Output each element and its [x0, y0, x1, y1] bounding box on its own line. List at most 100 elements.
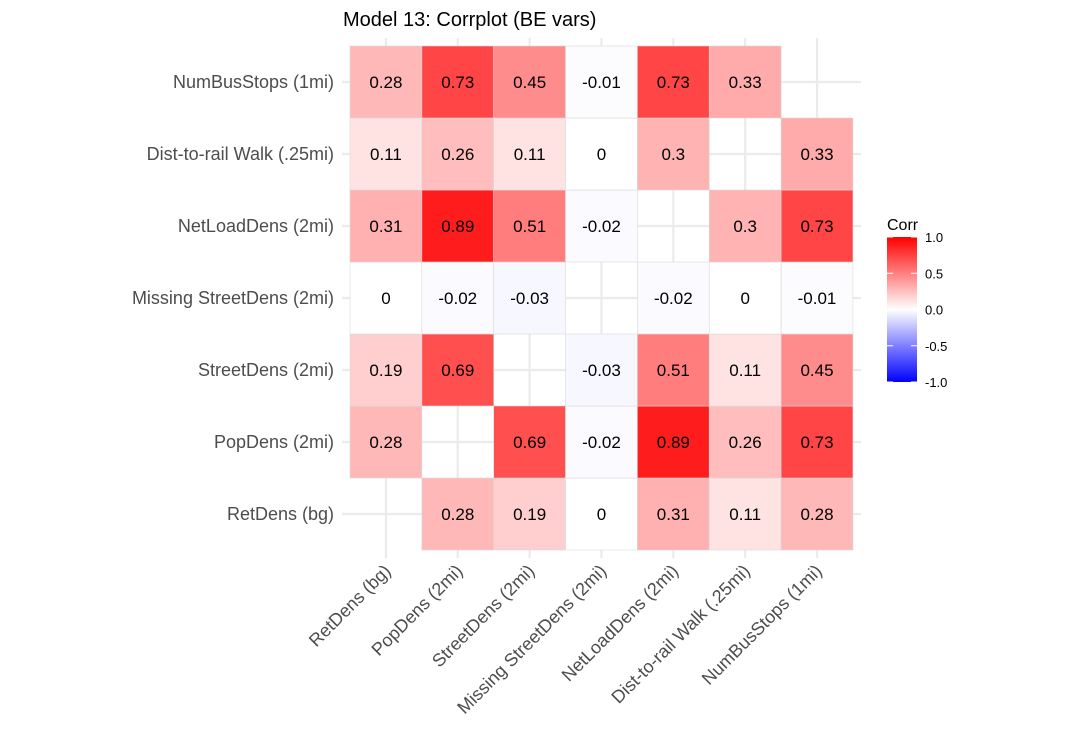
- cell-value-label: 0.3: [733, 217, 757, 236]
- cell-value-label: 0.73: [800, 217, 833, 236]
- heatmap-cell: [780, 333, 854, 407]
- cell-value-label: 0.28: [441, 505, 474, 524]
- heatmap-cell: [493, 405, 566, 479]
- heatmap-cell: [708, 189, 782, 263]
- heatmap-cell: [565, 45, 638, 119]
- heatmap-cell: [493, 261, 566, 335]
- cell-value-label: 0.28: [369, 73, 402, 92]
- cell-value-label: -0.03: [510, 289, 549, 308]
- cell-value-label: 0.26: [441, 145, 474, 164]
- cell-value-label: 0.45: [800, 361, 833, 380]
- cell-value-label: 0.11: [729, 505, 761, 524]
- cell-value-label: 0: [597, 145, 606, 164]
- heatmap-cell: [780, 261, 854, 335]
- cell-value-label: 0: [381, 289, 390, 308]
- cell-value-label: 0.69: [513, 433, 546, 452]
- legend-ticks: 1.0 0.5 0.0 -0.5 -1.0: [887, 230, 947, 390]
- cell-value-label: 0.31: [657, 505, 690, 524]
- cell-value-label: 0.33: [800, 145, 833, 164]
- heatmap-cell: [780, 189, 854, 263]
- cell-value-label: 0: [597, 505, 606, 524]
- legend-tick-label: 1.0: [925, 230, 943, 245]
- y-tick-label: Dist-to-rail Walk (.25mi): [147, 144, 334, 164]
- cell-value-label: 0.28: [800, 505, 833, 524]
- heatmap-cell: [780, 477, 854, 551]
- x-axis-labels: RetDens (bg)PopDens (2mi)StreetDens (2mi…: [305, 561, 826, 718]
- heatmap-cell: [565, 189, 638, 263]
- heatmap-cell: [708, 477, 782, 551]
- heatmap-cell: [708, 405, 782, 479]
- cell-value-label: -0.03: [582, 361, 621, 380]
- cell-value-label: 0.26: [729, 433, 762, 452]
- heatmap-cell: [565, 117, 638, 191]
- legend: Corr 1.0 0.5 0.0 -0.5 -1.0: [887, 217, 947, 390]
- x-tick-label: NumBusStops (1mi): [698, 561, 826, 689]
- heatmap-cell: [637, 477, 710, 551]
- heatmap-cell: [493, 45, 566, 119]
- cell-value-label: -0.02: [438, 289, 477, 308]
- y-tick-label: PopDens (2mi): [214, 432, 334, 452]
- cell-value-label: -0.01: [798, 289, 837, 308]
- y-tick-label: Missing StreetDens (2mi): [132, 288, 334, 308]
- cell-value-label: 0.73: [657, 73, 690, 92]
- heatmap-cell: [493, 189, 566, 263]
- cell-value-label: 0.69: [441, 361, 474, 380]
- y-tick-label: StreetDens (2mi): [198, 360, 334, 380]
- heatmap-cell: [349, 261, 423, 335]
- cell-value-label: 0.45: [513, 73, 546, 92]
- cell-value-label: -0.02: [654, 289, 693, 308]
- cell-value-label: 0.51: [657, 361, 690, 380]
- heatmap-cell: [708, 45, 782, 119]
- heatmap-cell: [349, 333, 423, 407]
- legend-tick-label: -0.5: [925, 339, 947, 354]
- cell-value-label: -0.02: [582, 217, 621, 236]
- cell-value-label: 0: [740, 289, 749, 308]
- heatmap-cell: [565, 333, 638, 407]
- heatmap-cells: 0.28 0.19 0 0.31 0.11 0.28 0.28 0.69 -0.02 0.89 0.…: [349, 45, 854, 551]
- cell-value-label: 0.31: [369, 217, 402, 236]
- legend-tick-label: 0.5: [925, 266, 943, 281]
- cell-value-label: 0.73: [441, 73, 474, 92]
- heatmap-cell: [780, 405, 854, 479]
- heatmap-cell: [637, 45, 710, 119]
- cell-value-label: 0.11: [729, 361, 761, 380]
- heatmap-cell: [493, 117, 566, 191]
- heatmap-cell: [637, 117, 710, 191]
- heatmap-cell: [421, 333, 495, 407]
- cell-value-label: 0.28: [369, 433, 402, 452]
- cell-value-label: 0.73: [800, 433, 833, 452]
- heatmap-cell: [708, 333, 782, 407]
- legend-title: Corr: [887, 217, 919, 234]
- heatmap-cell: [493, 477, 566, 551]
- legend-tick-label: 0.0: [925, 303, 943, 318]
- cell-value-label: 0.51: [513, 217, 546, 236]
- heatmap-cell: [637, 333, 710, 407]
- x-tick-label: Dist-to-rail Walk (.25mi): [607, 561, 754, 708]
- heatmap-cell: [421, 189, 495, 263]
- y-tick-label: NetLoadDens (2mi): [178, 216, 334, 236]
- cell-value-label: 0.19: [513, 505, 546, 524]
- y-tick-label: NumBusStops (1mi): [173, 72, 334, 92]
- heatmap-cell: [349, 405, 423, 479]
- cell-value-label: 0.89: [657, 433, 690, 452]
- cell-value-label: 0.33: [729, 73, 762, 92]
- heatmap-cell: [565, 477, 638, 551]
- heatmap-cell: [349, 117, 423, 191]
- heatmap-cell: [780, 117, 854, 191]
- cell-value-label: 0.11: [370, 145, 402, 164]
- legend-tick-label: -1.0: [925, 375, 947, 390]
- cell-value-label: 0.11: [514, 145, 546, 164]
- cell-value-label: 0.19: [369, 361, 402, 380]
- heatmap-cell: [421, 45, 495, 119]
- cell-value-label: 0.3: [662, 145, 686, 164]
- chart-title: Model 13: Corrplot (BE vars): [343, 9, 596, 31]
- heatmap-cell: [349, 45, 423, 119]
- heatmap-cell: [349, 189, 423, 263]
- heatmap-cell: [565, 405, 638, 479]
- cell-value-label: -0.01: [582, 73, 621, 92]
- y-tick-label: RetDens (bg): [227, 504, 334, 524]
- cell-value-label: 0.89: [441, 217, 474, 236]
- x-tick-label: Missing StreetDens (2mi): [453, 561, 610, 718]
- y-axis-labels: RetDens (bg) PopDens (2mi) StreetDens (2mi…: [132, 72, 334, 524]
